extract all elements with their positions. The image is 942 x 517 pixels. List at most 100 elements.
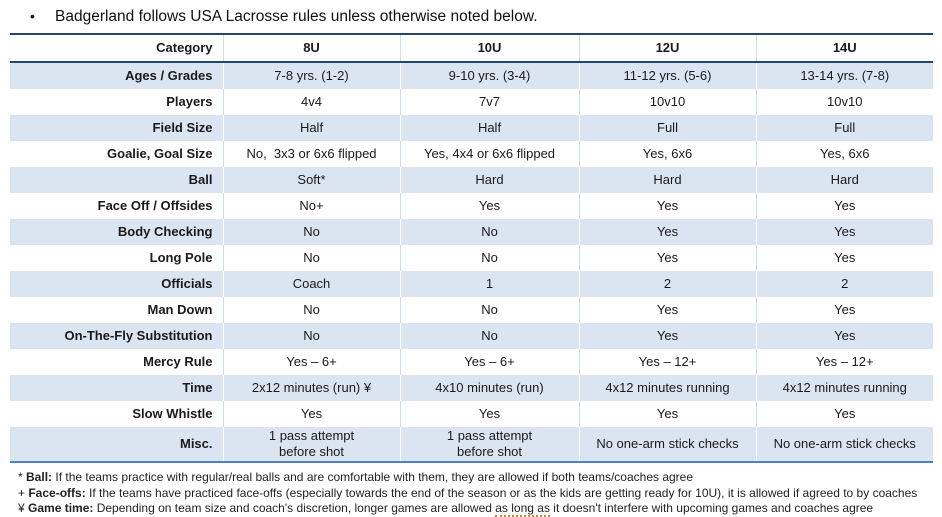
row-label: Ball [10, 167, 224, 193]
footnote-symbol: + [18, 485, 29, 500]
table-cell: 1 pass attempt before shot [223, 427, 401, 462]
footnote-line: * Ball: If the teams practice with regul… [18, 470, 942, 486]
table-cell: 4x12 minutes running [579, 375, 757, 401]
table-row: On-The-Fly Substitution No No Yes Yes [10, 323, 933, 349]
table-body: Ages / Grades 7-8 yrs. (1-2) 9-10 yrs. (3-… [10, 62, 933, 462]
table-cell: Half [223, 115, 401, 141]
column-header-14u: 14U [756, 34, 933, 63]
footnote-line: + Face-offs: If the teams have practiced… [18, 486, 942, 502]
table-cell: Yes [579, 401, 757, 427]
table-cell: Yes [400, 193, 580, 219]
table-cell: 2 [579, 271, 757, 297]
table-header-row: Category 8U 10U 12U 14U [10, 34, 933, 63]
row-label: Misc. [10, 427, 224, 462]
footnote-text: it doesn't interfere with upcoming games… [549, 501, 874, 515]
table-row: Ball Soft* Hard Hard Hard [10, 167, 933, 193]
table-cell: 11-12 yrs. (5-6) [579, 62, 757, 89]
row-label: Long Pole [10, 245, 224, 271]
table-row: Slow Whistle Yes Yes Yes Yes [10, 401, 933, 427]
row-label: On-The-Fly Substitution [10, 323, 224, 349]
table-row: Misc. 1 pass attempt before shot 1 pass at… [10, 427, 933, 462]
table-cell: No [400, 323, 580, 349]
table-cell: Yes – 12+ [579, 349, 757, 375]
row-label: Face Off / Offsides [10, 193, 224, 219]
table-cell: 1 pass attempt before shot [400, 427, 580, 462]
table-cell: Yes [579, 297, 757, 323]
table-cell: No+ [223, 193, 401, 219]
table-cell: 2x12 minutes (run) ¥ [223, 375, 401, 401]
table-row: Mercy Rule Yes – 6+ Yes – 6+ Yes – 12+ Yes –… [10, 349, 933, 375]
footnote-symbol: * [18, 470, 27, 484]
table-cell: Yes [579, 219, 757, 245]
row-label: Field Size [10, 115, 224, 141]
footnote-text: If the teams practice with regular/real … [55, 470, 694, 484]
footnote-symbol: ¥ [18, 501, 29, 515]
footnote-term: Game time: [28, 501, 97, 515]
table-row: Field Size Half Half Full Full [10, 115, 933, 141]
table-cell: Yes [579, 245, 757, 271]
footnote-line: ¥ Game time: Depending on team size and … [18, 501, 942, 517]
table-cell: No [223, 219, 401, 245]
column-header-8u: 8U [223, 34, 401, 63]
table-row: Face Off / Offsides No+ Yes Yes Yes [10, 193, 933, 219]
rules-table: Category 8U 10U 12U 14U Ages / Grades 7-8 yrs… [10, 33, 933, 463]
row-label: Officials [10, 271, 224, 297]
table-cell: Yes, 4x4 or 6x6 flipped [400, 141, 580, 167]
footnote-text: Depending on team size and coach's discr… [96, 501, 496, 515]
table-cell: No [400, 297, 580, 323]
table-cell: Yes [834, 224, 856, 239]
table-cell: 10v10 [579, 89, 757, 115]
table-cell: Hard [579, 167, 757, 193]
page-title: Badgerland follows USA Lacrosse rules un… [55, 8, 538, 25]
table-row: Body Checking No No Yes Yes [10, 219, 933, 245]
grammar-underlined-text: as long as [495, 501, 550, 517]
table-row: Officials Coach 1 2 2 [10, 271, 933, 297]
table-cell: No [400, 245, 580, 271]
table-cell: 13-14 yrs. (7-8) [800, 68, 890, 83]
table-cell: 7v7 [400, 89, 580, 115]
table-cell: No [400, 219, 580, 245]
table-row: Goalie, Goal Size No, 3x3 or 6x6 flipped Y… [10, 141, 933, 167]
footnote-term: Ball: [26, 470, 56, 484]
table-cell: No [223, 297, 401, 323]
row-label: Mercy Rule [10, 349, 224, 375]
row-label: Body Checking [10, 219, 224, 245]
table-cell: Yes [834, 328, 856, 343]
column-header-12u: 12U [579, 34, 757, 63]
table-row: Ages / Grades 7-8 yrs. (1-2) 9-10 yrs. (3-… [10, 62, 933, 89]
table-cell: Yes, 6x6 [579, 141, 757, 167]
table-row: Players 4v4 7v7 10v10 10v10 [10, 89, 933, 115]
table-cell: 2 [841, 276, 849, 291]
table-cell: 9-10 yrs. (3-4) [400, 62, 580, 89]
table-cell: 7-8 yrs. (1-2) [223, 62, 401, 89]
row-label: Slow Whistle [10, 401, 224, 427]
row-label: Ages / Grades [10, 62, 224, 89]
table-cell: 4x12 minutes running [782, 380, 907, 395]
table-cell: No [223, 245, 401, 271]
table-cell: No one-arm stick checks [773, 436, 916, 451]
table-cell: Full [834, 120, 856, 135]
table-cell: Hard [830, 172, 859, 187]
table-cell: Half [400, 115, 580, 141]
table-cell: Yes [223, 401, 401, 427]
table-cell: Yes – 6+ [223, 349, 401, 375]
bullet-list-item: • Badgerland follows USA Lacrosse rules … [0, 0, 942, 26]
table-row: Man Down No No Yes Yes [10, 297, 933, 323]
table-row: Long Pole No No Yes Yes [10, 245, 933, 271]
column-header-10u: 10U [400, 34, 580, 63]
row-label: Time [10, 375, 224, 401]
footnote-term: Face-offs: [28, 485, 90, 500]
table-cell: No [223, 323, 401, 349]
table-cell: Yes [834, 406, 856, 421]
bullet-icon: • [30, 8, 35, 24]
table-cell: Yes – 12+ [815, 354, 874, 369]
row-label: Players [10, 89, 224, 115]
table-cell: Yes [834, 302, 856, 317]
table-cell: Yes [834, 198, 856, 213]
table-cell: Hard [400, 167, 580, 193]
table-cell: No, 3x3 or 6x6 flipped [223, 141, 401, 167]
table-cell: 10v10 [827, 94, 863, 109]
row-label: Goalie, Goal Size [10, 141, 224, 167]
table-cell: Full [579, 115, 757, 141]
table-cell: 4v4 [223, 89, 401, 115]
